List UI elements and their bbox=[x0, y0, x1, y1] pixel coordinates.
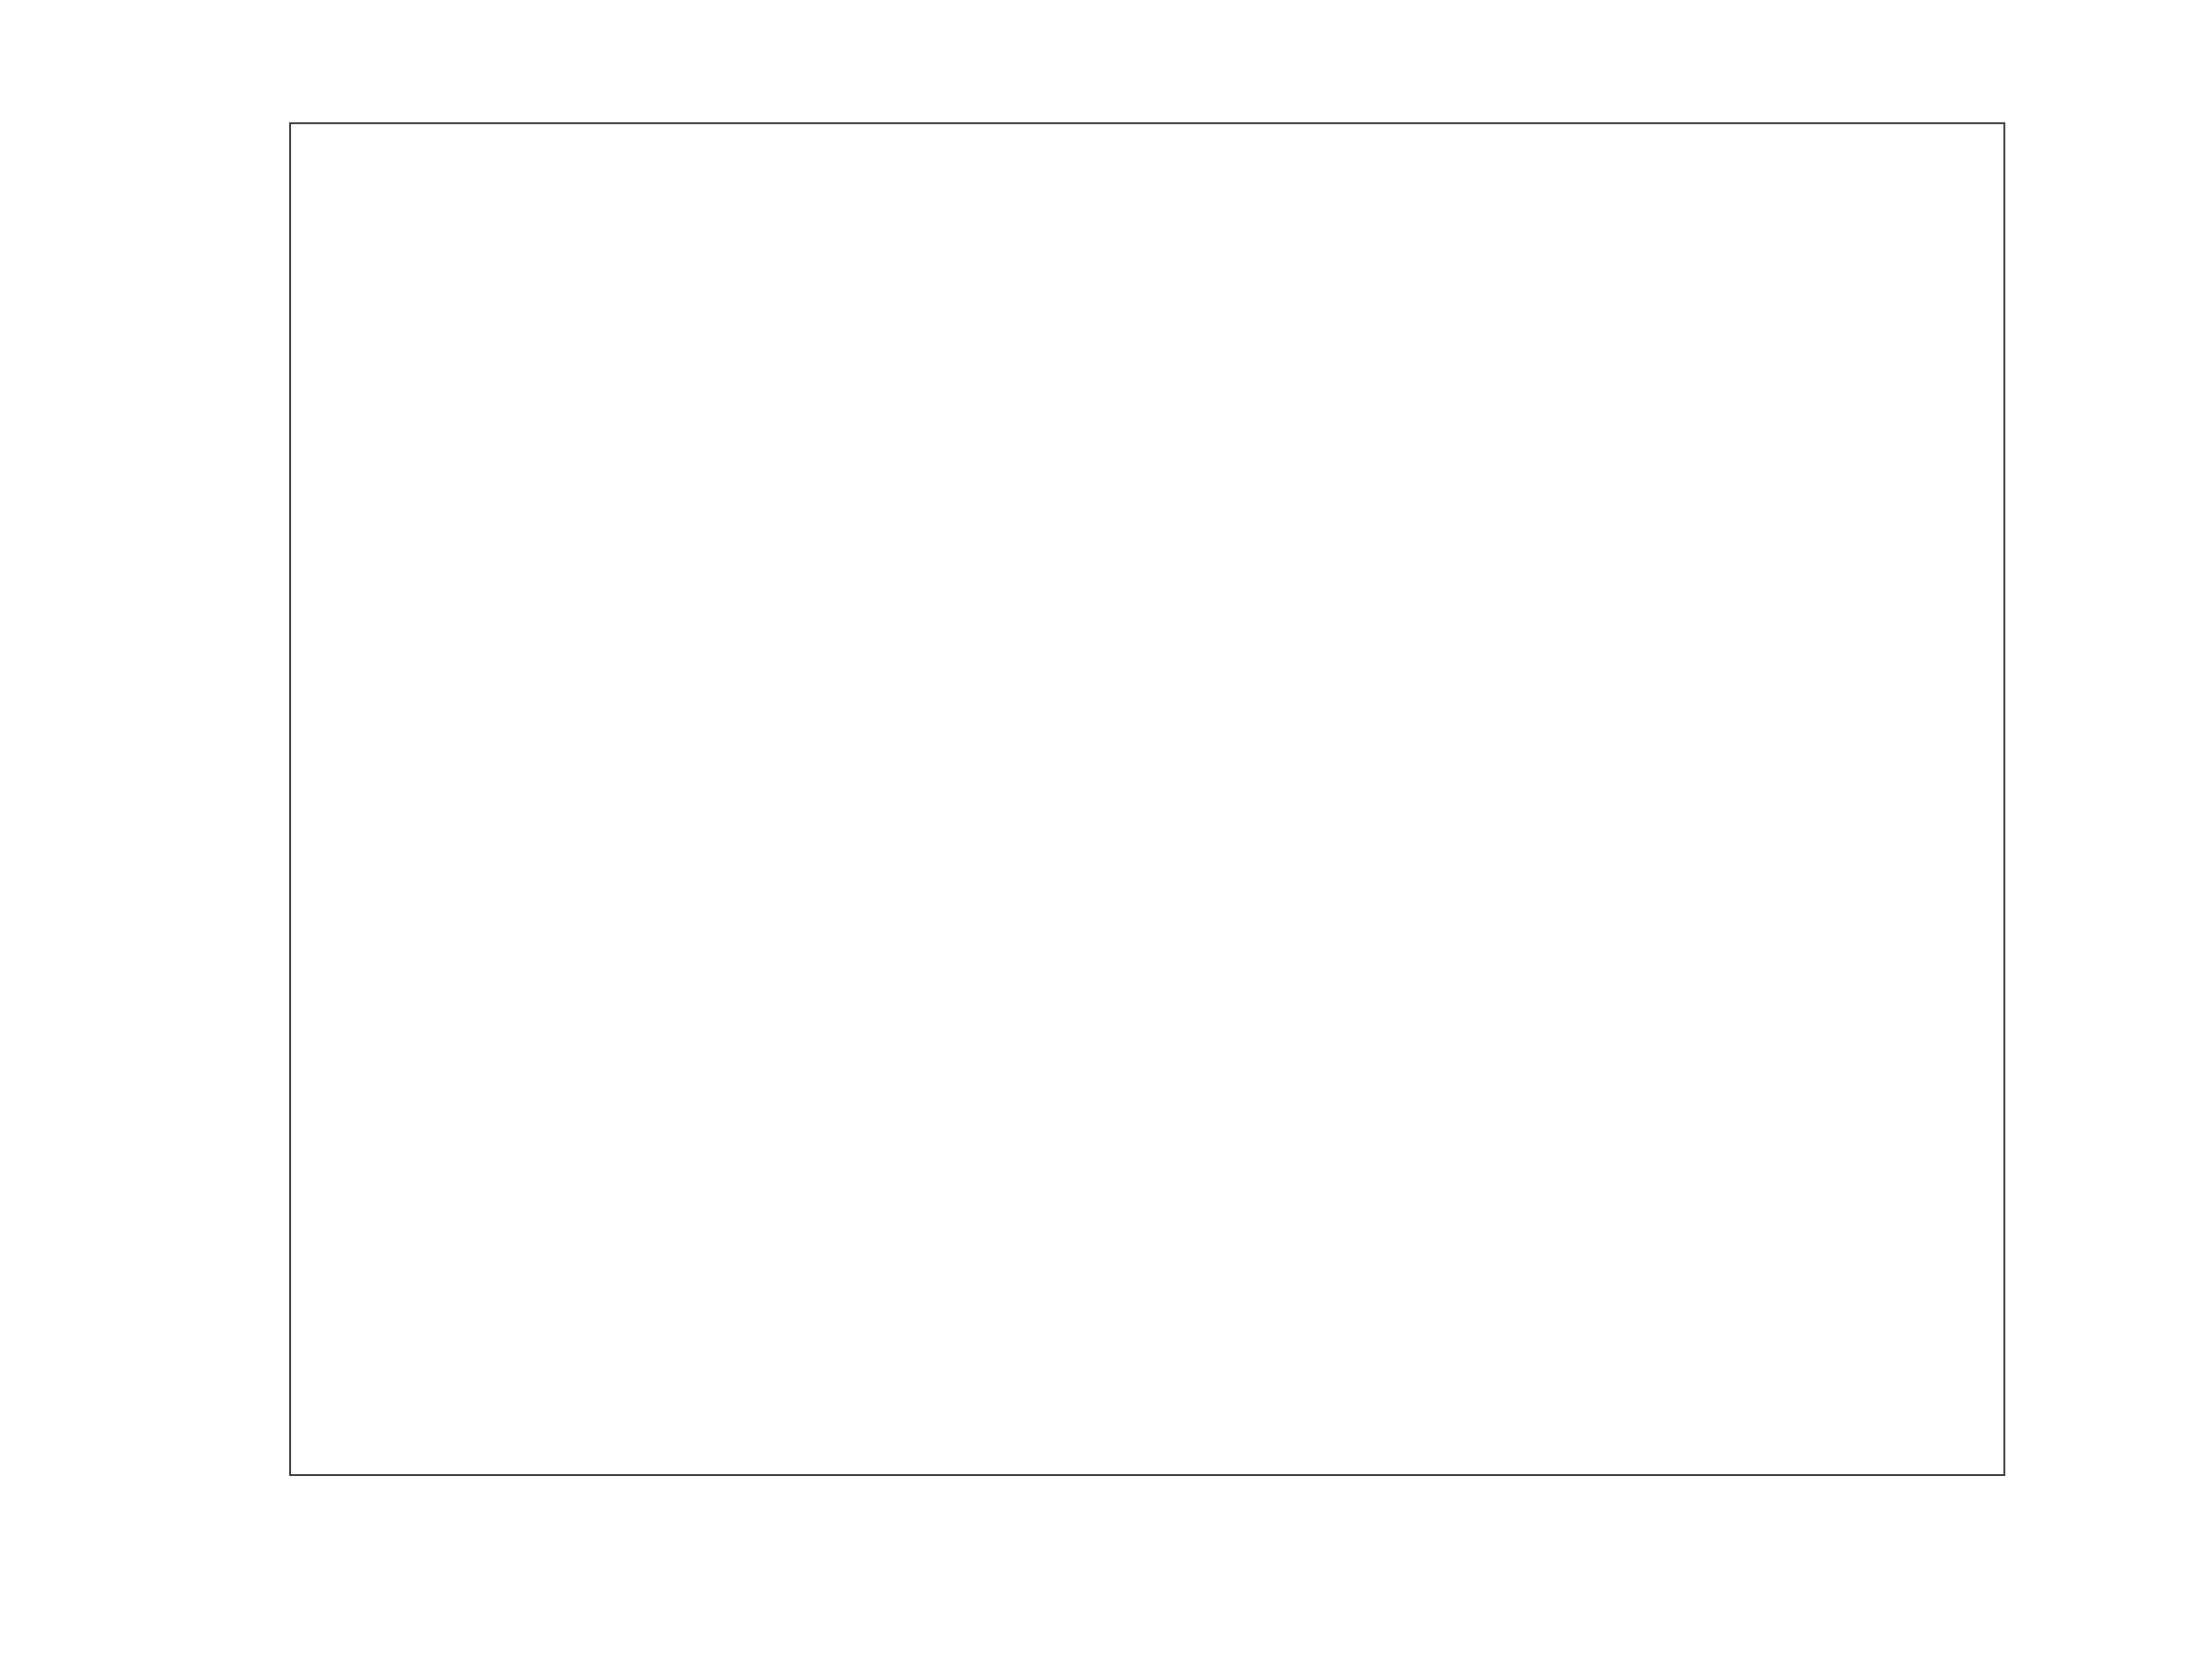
waveform-canvas bbox=[291, 124, 2003, 1474]
plot-area bbox=[289, 122, 2005, 1476]
